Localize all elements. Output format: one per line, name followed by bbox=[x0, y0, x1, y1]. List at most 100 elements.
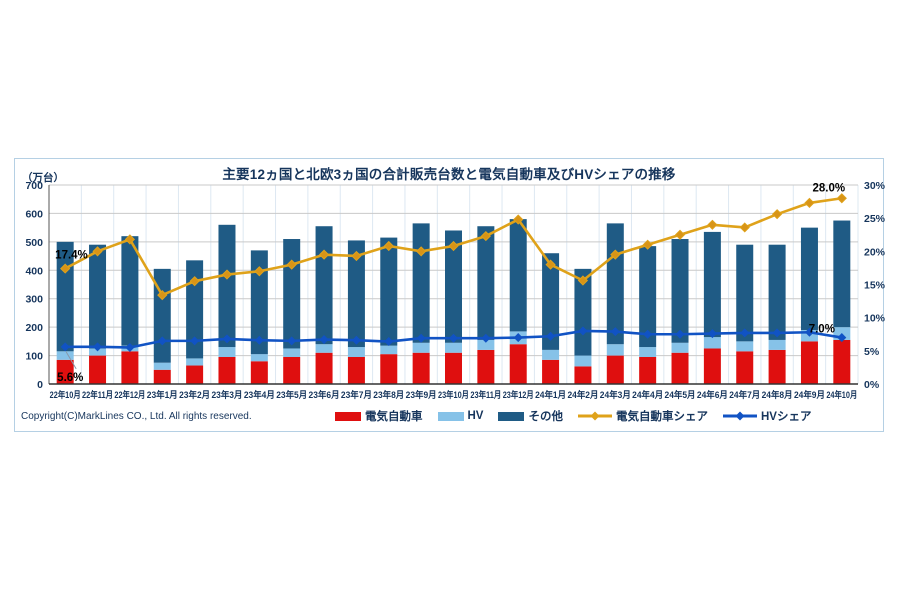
x-axis-tick-label: 22年12月 bbox=[114, 389, 145, 400]
x-axis-tick-label: 22年11月 bbox=[82, 389, 113, 400]
x-axis-tick-label: 24年10月 bbox=[826, 389, 857, 400]
marker-ev_share bbox=[416, 246, 427, 257]
x-axis-tick-label: 23年7月 bbox=[341, 389, 372, 400]
bar-segment bbox=[671, 342, 689, 353]
bar-segment bbox=[380, 237, 398, 346]
bar-segment bbox=[89, 355, 107, 384]
marker-hv_share bbox=[384, 337, 394, 347]
x-axis-tick-label: 23年5月 bbox=[276, 389, 307, 400]
marker-ev_share bbox=[771, 209, 783, 220]
y2-axis-tick-label: 5% bbox=[864, 346, 880, 358]
x-axis-tick-label: 23年1月 bbox=[147, 389, 178, 400]
bar-segment bbox=[283, 356, 301, 384]
bar-segment bbox=[736, 341, 754, 352]
legend-label: HVシェア bbox=[760, 411, 812, 423]
bar-segment bbox=[250, 250, 268, 355]
marker-hv_share bbox=[643, 329, 653, 339]
bar-segment bbox=[412, 342, 430, 353]
marker-ev_share bbox=[642, 239, 653, 250]
marker-hv_share bbox=[351, 335, 361, 345]
bar-segment bbox=[315, 352, 333, 384]
bar-segment bbox=[445, 230, 462, 343]
y2-axis-tick-label: 30% bbox=[864, 180, 885, 192]
x-axis-tick-label: 23年6月 bbox=[309, 389, 340, 400]
marker-ev_share bbox=[545, 259, 556, 270]
bar-segment bbox=[833, 339, 851, 384]
legend-item-5: HVシェア bbox=[722, 408, 812, 424]
marker-hv_share bbox=[416, 333, 426, 343]
y2-axis-tick-label: 25% bbox=[864, 213, 885, 225]
data-label: 7.0% bbox=[809, 324, 835, 336]
bar-segment bbox=[606, 344, 624, 356]
bar-segment bbox=[347, 356, 365, 384]
bar-segment bbox=[671, 352, 689, 384]
x-axis-tick-label: 23年12月 bbox=[503, 389, 534, 400]
x-axis-tick-label: 24年3月 bbox=[600, 389, 631, 400]
legend-item-4: 電気自動車シェア bbox=[577, 408, 708, 424]
bar-segment bbox=[542, 349, 560, 360]
marker-hv_share bbox=[610, 327, 620, 337]
marker-ev_share bbox=[448, 240, 459, 252]
y2-axis-tick-label: 20% bbox=[864, 246, 885, 258]
x-axis-tick-label: 24年1月 bbox=[535, 389, 566, 400]
bar-segment bbox=[121, 351, 139, 384]
chart-title: 主要12ヵ国と北欧3ヵ国の合計販売台数と電気自動車及びHVシェアの推移 bbox=[222, 167, 676, 182]
marker-ev_share bbox=[92, 246, 103, 257]
marker-hv_share bbox=[546, 331, 556, 341]
marker-hv_share bbox=[707, 329, 717, 339]
x-axis-tick-label: 24年9月 bbox=[794, 389, 825, 400]
y2-axis-tick-label: 0% bbox=[864, 379, 880, 391]
marker-hv_share bbox=[578, 326, 588, 336]
bar-segment bbox=[703, 231, 721, 338]
bar-segment bbox=[250, 354, 268, 362]
x-axis-tick-label: 24年7月 bbox=[729, 389, 760, 400]
bar-segment bbox=[671, 239, 689, 343]
marker-hv_share bbox=[93, 342, 103, 352]
marker-ev_share bbox=[254, 266, 265, 277]
bar-segment bbox=[542, 253, 560, 350]
bar-segment bbox=[89, 348, 107, 356]
x-axis-tick-label: 23年3月 bbox=[211, 389, 242, 400]
bar-segment bbox=[509, 344, 527, 384]
bar-segment bbox=[606, 223, 624, 345]
bar-segment bbox=[89, 244, 107, 349]
legend-swatch-other bbox=[498, 411, 525, 421]
bar-segment bbox=[768, 339, 786, 350]
marker-ev_share bbox=[577, 275, 589, 286]
bar-segment bbox=[574, 268, 592, 356]
legend-swatch-hv bbox=[437, 411, 464, 421]
bar-segment bbox=[703, 348, 721, 384]
copyright-text: Copyright(C)MarkLines CO., Ltd. All righ… bbox=[21, 411, 252, 422]
marker-ev_share bbox=[707, 219, 718, 230]
marker-hv_share bbox=[740, 328, 750, 338]
marker-hv_share bbox=[222, 334, 232, 344]
y-axis-unit-label: （万台） bbox=[22, 172, 64, 184]
marker-hv_share bbox=[513, 333, 523, 343]
y-axis-tick-label: 100 bbox=[25, 351, 43, 363]
data-label: 28.0% bbox=[813, 182, 846, 194]
x-axis-tick-label: 24年4月 bbox=[632, 389, 663, 400]
chart-container: 主要12ヵ国と北欧3ヵ国の合計販売台数と電気自動車及びHVシェアの推移 （万台）… bbox=[14, 158, 885, 432]
marker-ev_share bbox=[124, 234, 136, 245]
bar-segment bbox=[800, 227, 818, 330]
marker-ev_share bbox=[674, 229, 686, 240]
bar-segment bbox=[574, 355, 592, 367]
bar-segment bbox=[768, 244, 786, 340]
bar-segment bbox=[639, 356, 657, 384]
bar-segment bbox=[218, 347, 236, 357]
marker-ev_share bbox=[221, 269, 233, 280]
bar-segment bbox=[574, 366, 592, 384]
bar-segment bbox=[56, 359, 74, 384]
legend-item-2: HV bbox=[437, 410, 483, 422]
marker-ev_share bbox=[739, 222, 750, 233]
legend-label: 電気自動車シェア bbox=[615, 411, 708, 423]
bar-segment bbox=[283, 348, 301, 357]
y2-axis-tick-label: 15% bbox=[864, 280, 885, 292]
bar-segment bbox=[606, 355, 624, 384]
bar-segment bbox=[412, 223, 430, 343]
annotation-leader-line bbox=[65, 351, 77, 370]
legend: 電気自動車 HV その他 電気自動車シェア HVシェア bbox=[15, 408, 883, 424]
marker-ev_share bbox=[157, 290, 168, 301]
bar-segment bbox=[186, 260, 204, 359]
